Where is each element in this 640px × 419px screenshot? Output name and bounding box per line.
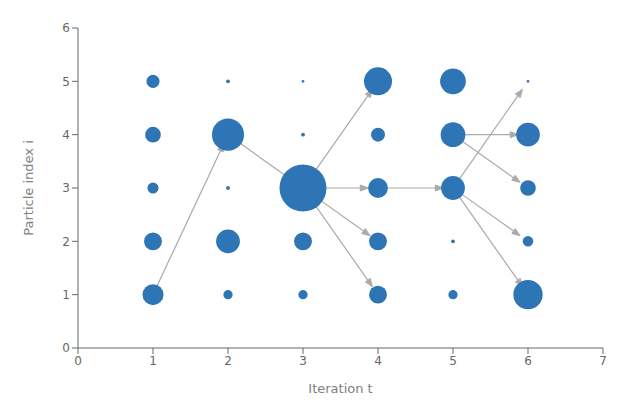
svg-text:4: 4 xyxy=(62,128,70,142)
svg-text:3: 3 xyxy=(62,181,70,195)
svg-text:Iteration t: Iteration t xyxy=(308,381,372,396)
svg-text:6: 6 xyxy=(62,21,70,35)
svg-text:6: 6 xyxy=(524,354,532,368)
svg-text:4: 4 xyxy=(374,354,382,368)
svg-text:1: 1 xyxy=(149,354,157,368)
svg-text:2: 2 xyxy=(62,235,70,249)
svg-text:0: 0 xyxy=(62,341,70,355)
svg-text:3: 3 xyxy=(299,354,307,368)
svg-text:5: 5 xyxy=(62,75,70,89)
svg-text:Particle index i: Particle index i xyxy=(21,140,36,235)
svg-text:5: 5 xyxy=(449,354,457,368)
svg-text:7: 7 xyxy=(599,354,607,368)
svg-text:1: 1 xyxy=(62,288,70,302)
svg-text:0: 0 xyxy=(74,354,82,368)
svg-text:2: 2 xyxy=(224,354,232,368)
